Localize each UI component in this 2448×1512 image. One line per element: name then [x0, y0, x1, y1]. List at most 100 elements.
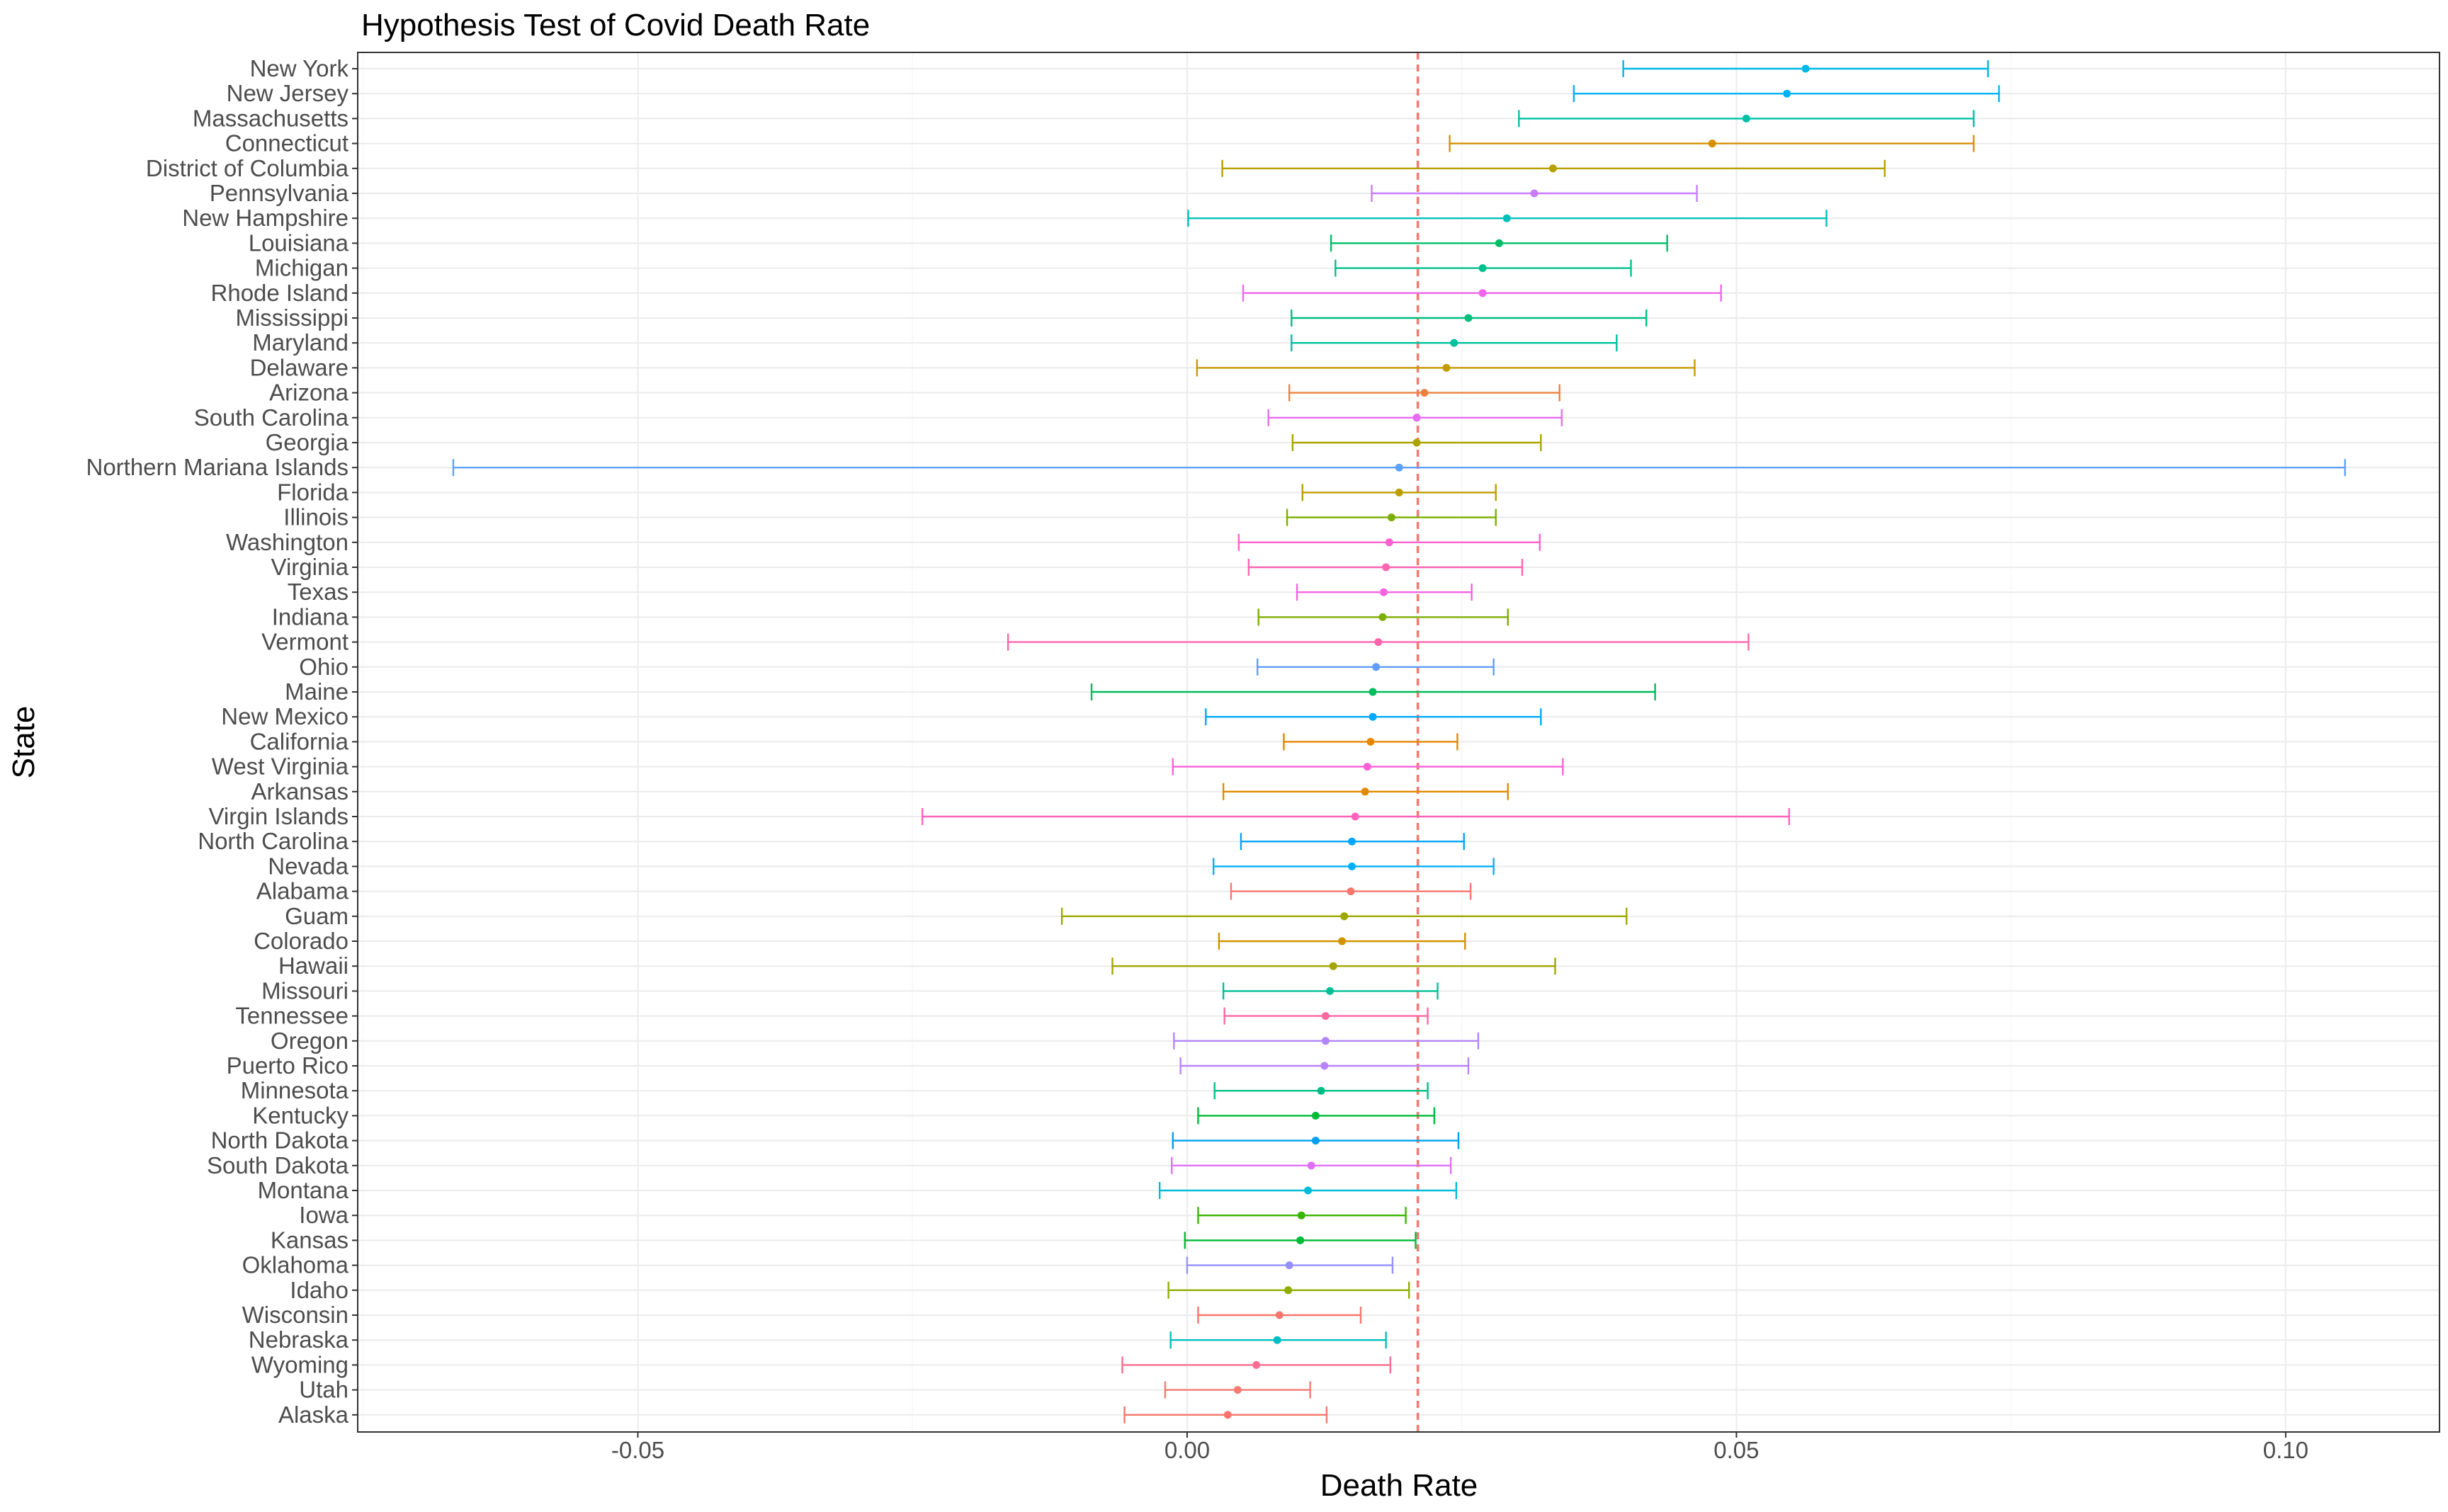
y-tick-label: South Dakota	[207, 1152, 349, 1178]
y-tick-label: Vermont	[261, 629, 348, 655]
error-bar-maryland	[1291, 334, 1618, 352]
error-bar-montana	[1158, 1182, 1458, 1199]
y-tick-label: Missouri	[261, 977, 348, 1004]
error-bar-south-dakota	[1171, 1156, 1452, 1174]
error-bar-indiana	[1257, 608, 1509, 626]
error-bar-south-carolina	[1267, 409, 1563, 426]
estimate-point	[1284, 1286, 1293, 1295]
error-bar-west-virginia	[1172, 758, 1564, 775]
y-tick-label: Rhode Island	[211, 280, 348, 306]
error-bar-iowa	[1197, 1207, 1407, 1224]
y-tick-label: Georgia	[266, 429, 349, 455]
estimate-point	[1321, 1037, 1330, 1045]
y-tick-label: New Hampshire	[182, 205, 348, 231]
error-bar-district-of-columbia	[1221, 159, 1886, 177]
y-tick-label: Wisconsin	[242, 1302, 348, 1328]
error-bar-illinois	[1286, 508, 1497, 526]
error-bar-new-mexico	[1205, 708, 1542, 726]
estimate-point	[1275, 1311, 1284, 1319]
error-bar-vermont	[1007, 633, 1750, 651]
x-tick-label: 0.10	[2263, 1437, 2308, 1463]
estimate-point	[1351, 812, 1359, 821]
error-bar-nebraska	[1169, 1331, 1387, 1349]
y-tick-label: Maryland	[252, 329, 348, 356]
error-bar-alaska	[1123, 1406, 1328, 1423]
estimate-point	[1742, 114, 1750, 123]
y-tick-label: Montana	[258, 1177, 349, 1203]
estimate-point	[1317, 1086, 1325, 1095]
y-tick-label: District of Columbia	[146, 155, 349, 181]
error-bar-new-hampshire	[1187, 210, 1828, 227]
error-bar-new-jersey	[1572, 85, 2000, 103]
y-tick-label: Delaware	[250, 354, 348, 380]
y-tick-label: Ohio	[299, 654, 348, 680]
estimate-point	[1412, 414, 1421, 422]
estimate-point	[1502, 214, 1511, 222]
error-bar-maine	[1090, 683, 1656, 700]
error-bar-minnesota	[1213, 1082, 1429, 1100]
y-tick-label: Illinois	[283, 504, 348, 530]
estimate-point	[1348, 837, 1356, 846]
y-tick-label: Louisiana	[249, 229, 349, 256]
error-bar-northern-mariana-islands	[452, 459, 2346, 477]
error-bar-new-york	[1622, 60, 1989, 77]
estimate-point	[1363, 763, 1371, 771]
y-tick-label: Oklahoma	[242, 1252, 349, 1278]
error-bar-michigan	[1334, 259, 1632, 277]
error-bar-utah	[1164, 1381, 1311, 1399]
estimate-point	[1420, 389, 1429, 397]
estimate-point	[1387, 513, 1395, 522]
estimate-point	[1380, 588, 1388, 596]
y-tick-label: Northern Mariana Islands	[86, 454, 348, 480]
y-tick-label: New York	[250, 55, 349, 81]
estimate-point	[1495, 239, 1503, 247]
estimate-point	[1296, 1236, 1305, 1244]
error-bar-colorado	[1218, 933, 1466, 950]
error-bar-wyoming	[1121, 1356, 1392, 1374]
y-tick-label: Arkansas	[251, 778, 348, 805]
error-bar-connecticut	[1449, 135, 1975, 152]
error-bar-alabama	[1230, 882, 1472, 900]
estimate-point	[1412, 438, 1421, 447]
y-tick-label: North Carolina	[198, 828, 348, 854]
y-tick-label: Washington	[226, 529, 348, 555]
error-bar-georgia	[1291, 434, 1542, 451]
x-tick-label: -0.05	[611, 1437, 664, 1463]
y-tick-label: Wyoming	[251, 1351, 348, 1377]
y-tick-label: Massachusetts	[193, 105, 348, 131]
y-tick-label: Colorado	[254, 928, 348, 954]
estimate-point	[1320, 1062, 1329, 1070]
x-tick-label: 0.05	[1713, 1437, 1759, 1463]
error-bar-kansas	[1184, 1232, 1417, 1249]
estimate-point	[1252, 1360, 1261, 1369]
y-tick-label: Minnesota	[241, 1077, 349, 1103]
series-layer	[452, 60, 2346, 1423]
y-tick-label: Idaho	[290, 1277, 348, 1303]
y-tick-label: North Dakota	[211, 1127, 349, 1154]
error-bar-wisconsin	[1197, 1307, 1362, 1324]
chart-title: Hypothesis Test of Covid Death Rate	[361, 8, 870, 42]
y-tick-label: West Virginia	[212, 754, 349, 780]
error-bar-oklahoma	[1186, 1256, 1394, 1274]
y-tick-label: Puerto Rico	[227, 1052, 348, 1079]
estimate-point	[1378, 613, 1387, 621]
y-tick-label: Alabama	[256, 878, 349, 904]
error-bar-kentucky	[1197, 1107, 1436, 1125]
estimate-point	[1478, 264, 1487, 273]
estimate-point	[1326, 987, 1334, 995]
y-tick-label: Virginia	[271, 554, 349, 580]
estimate-point	[1285, 1261, 1293, 1270]
error-bar-delaware	[1196, 359, 1696, 377]
y-tick-label: Indiana	[272, 603, 349, 630]
estimate-point	[1450, 339, 1458, 347]
error-bar-idaho	[1167, 1281, 1410, 1299]
estimate-point	[1223, 1411, 1232, 1419]
y-tick-label: Kentucky	[252, 1102, 348, 1128]
error-bar-california	[1283, 733, 1458, 751]
y-tick-label: Hawaii	[278, 953, 348, 979]
x-axis-labels: -0.05 0.00 0.05 0.10	[611, 1432, 2308, 1463]
error-bar-north-dakota	[1172, 1132, 1460, 1149]
y-tick-label: Pennsylvania	[210, 180, 349, 206]
y-tick-label: California	[250, 728, 349, 754]
